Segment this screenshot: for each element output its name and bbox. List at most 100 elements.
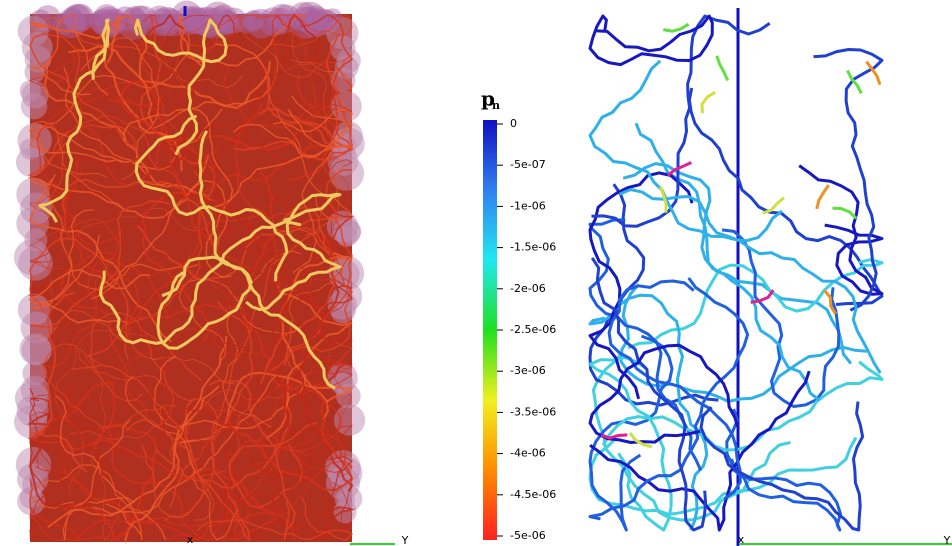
cell — [333, 217, 362, 246]
cell — [244, 9, 265, 31]
cell — [181, 8, 204, 31]
vessel — [124, 375, 239, 541]
cell — [258, 7, 288, 37]
vessel — [29, 237, 129, 359]
vessel — [80, 14, 210, 138]
vessel-segment — [659, 186, 668, 213]
vessel — [29, 14, 109, 96]
left-view — [13, 0, 366, 544]
cell — [333, 404, 366, 436]
vessel — [138, 414, 287, 541]
vessel — [721, 228, 841, 408]
vessel-highlight — [134, 18, 228, 156]
vessel — [54, 329, 148, 497]
cell — [17, 487, 46, 516]
vessel — [619, 283, 868, 403]
cell — [242, 11, 263, 32]
vessel — [588, 277, 750, 521]
vessel — [28, 268, 151, 324]
vessel — [40, 257, 169, 369]
vessel — [138, 171, 276, 319]
vessel — [590, 257, 708, 532]
vessel — [227, 401, 354, 491]
cell — [305, 5, 328, 27]
vessel — [228, 422, 317, 509]
vessel — [260, 307, 353, 437]
vessel-segment — [832, 206, 858, 220]
vessel — [63, 81, 204, 220]
vessel — [222, 250, 302, 428]
colorbar — [483, 120, 497, 540]
cell — [327, 290, 358, 320]
cell — [180, 5, 210, 35]
vessel — [29, 33, 134, 148]
vessel — [619, 188, 882, 374]
vessel — [68, 45, 271, 109]
cell — [21, 31, 53, 63]
vessel — [128, 167, 292, 245]
vessel — [169, 300, 254, 508]
cell — [221, 7, 247, 34]
cell — [19, 80, 41, 102]
cell — [322, 8, 344, 30]
vessel — [125, 418, 205, 519]
vessel — [60, 251, 148, 422]
cell — [20, 311, 53, 344]
vessel — [84, 354, 121, 541]
cell — [14, 405, 48, 439]
vessel — [627, 258, 884, 350]
vessel-highlight — [245, 192, 342, 312]
vessel — [29, 478, 212, 542]
vessel — [92, 374, 278, 515]
vessel — [46, 173, 199, 291]
vessel — [270, 227, 353, 372]
vessel — [55, 395, 143, 541]
vessel — [212, 108, 354, 209]
vessel — [89, 311, 203, 402]
vessel — [206, 13, 320, 167]
vessel — [588, 59, 784, 243]
vessel — [241, 455, 354, 543]
vessel — [229, 292, 342, 452]
vessel — [699, 401, 865, 532]
axis-label: x — [187, 533, 194, 546]
tick-label: -4e-06 — [510, 447, 546, 460]
vessel — [813, 48, 884, 312]
vessel — [222, 298, 354, 492]
vessel — [27, 379, 116, 451]
vessel — [232, 108, 353, 159]
cell — [272, 4, 301, 33]
vessel — [188, 14, 329, 136]
vessel — [588, 14, 714, 67]
vessel-highlight — [38, 18, 110, 223]
axis-label: Y — [943, 534, 951, 546]
vessel — [283, 229, 340, 445]
cell — [300, 10, 324, 34]
vessel — [159, 407, 300, 538]
vessel — [63, 157, 142, 359]
axis-label: x — [738, 533, 745, 546]
vessel-segment — [865, 60, 882, 86]
vessel — [198, 60, 353, 173]
vessel — [233, 34, 354, 162]
vessel — [71, 364, 216, 521]
vessel — [253, 13, 317, 151]
vessel — [588, 218, 703, 472]
vessel — [588, 171, 694, 400]
tick-label: 0 — [510, 117, 517, 130]
vessel — [103, 14, 183, 172]
vessel — [298, 159, 353, 336]
vessel — [588, 293, 709, 531]
colorbar-title: p — [481, 87, 495, 111]
vessel — [163, 14, 235, 127]
cell — [210, 4, 238, 32]
tick-label: -2e-06 — [510, 282, 546, 295]
vessel-segment — [715, 55, 730, 82]
tick-label: -5e-07 — [510, 158, 546, 171]
vessel — [100, 14, 218, 87]
vessel — [47, 114, 186, 215]
tick-label: -2.5e-06 — [510, 323, 556, 336]
vessel — [29, 13, 154, 124]
vessel — [687, 87, 884, 306]
